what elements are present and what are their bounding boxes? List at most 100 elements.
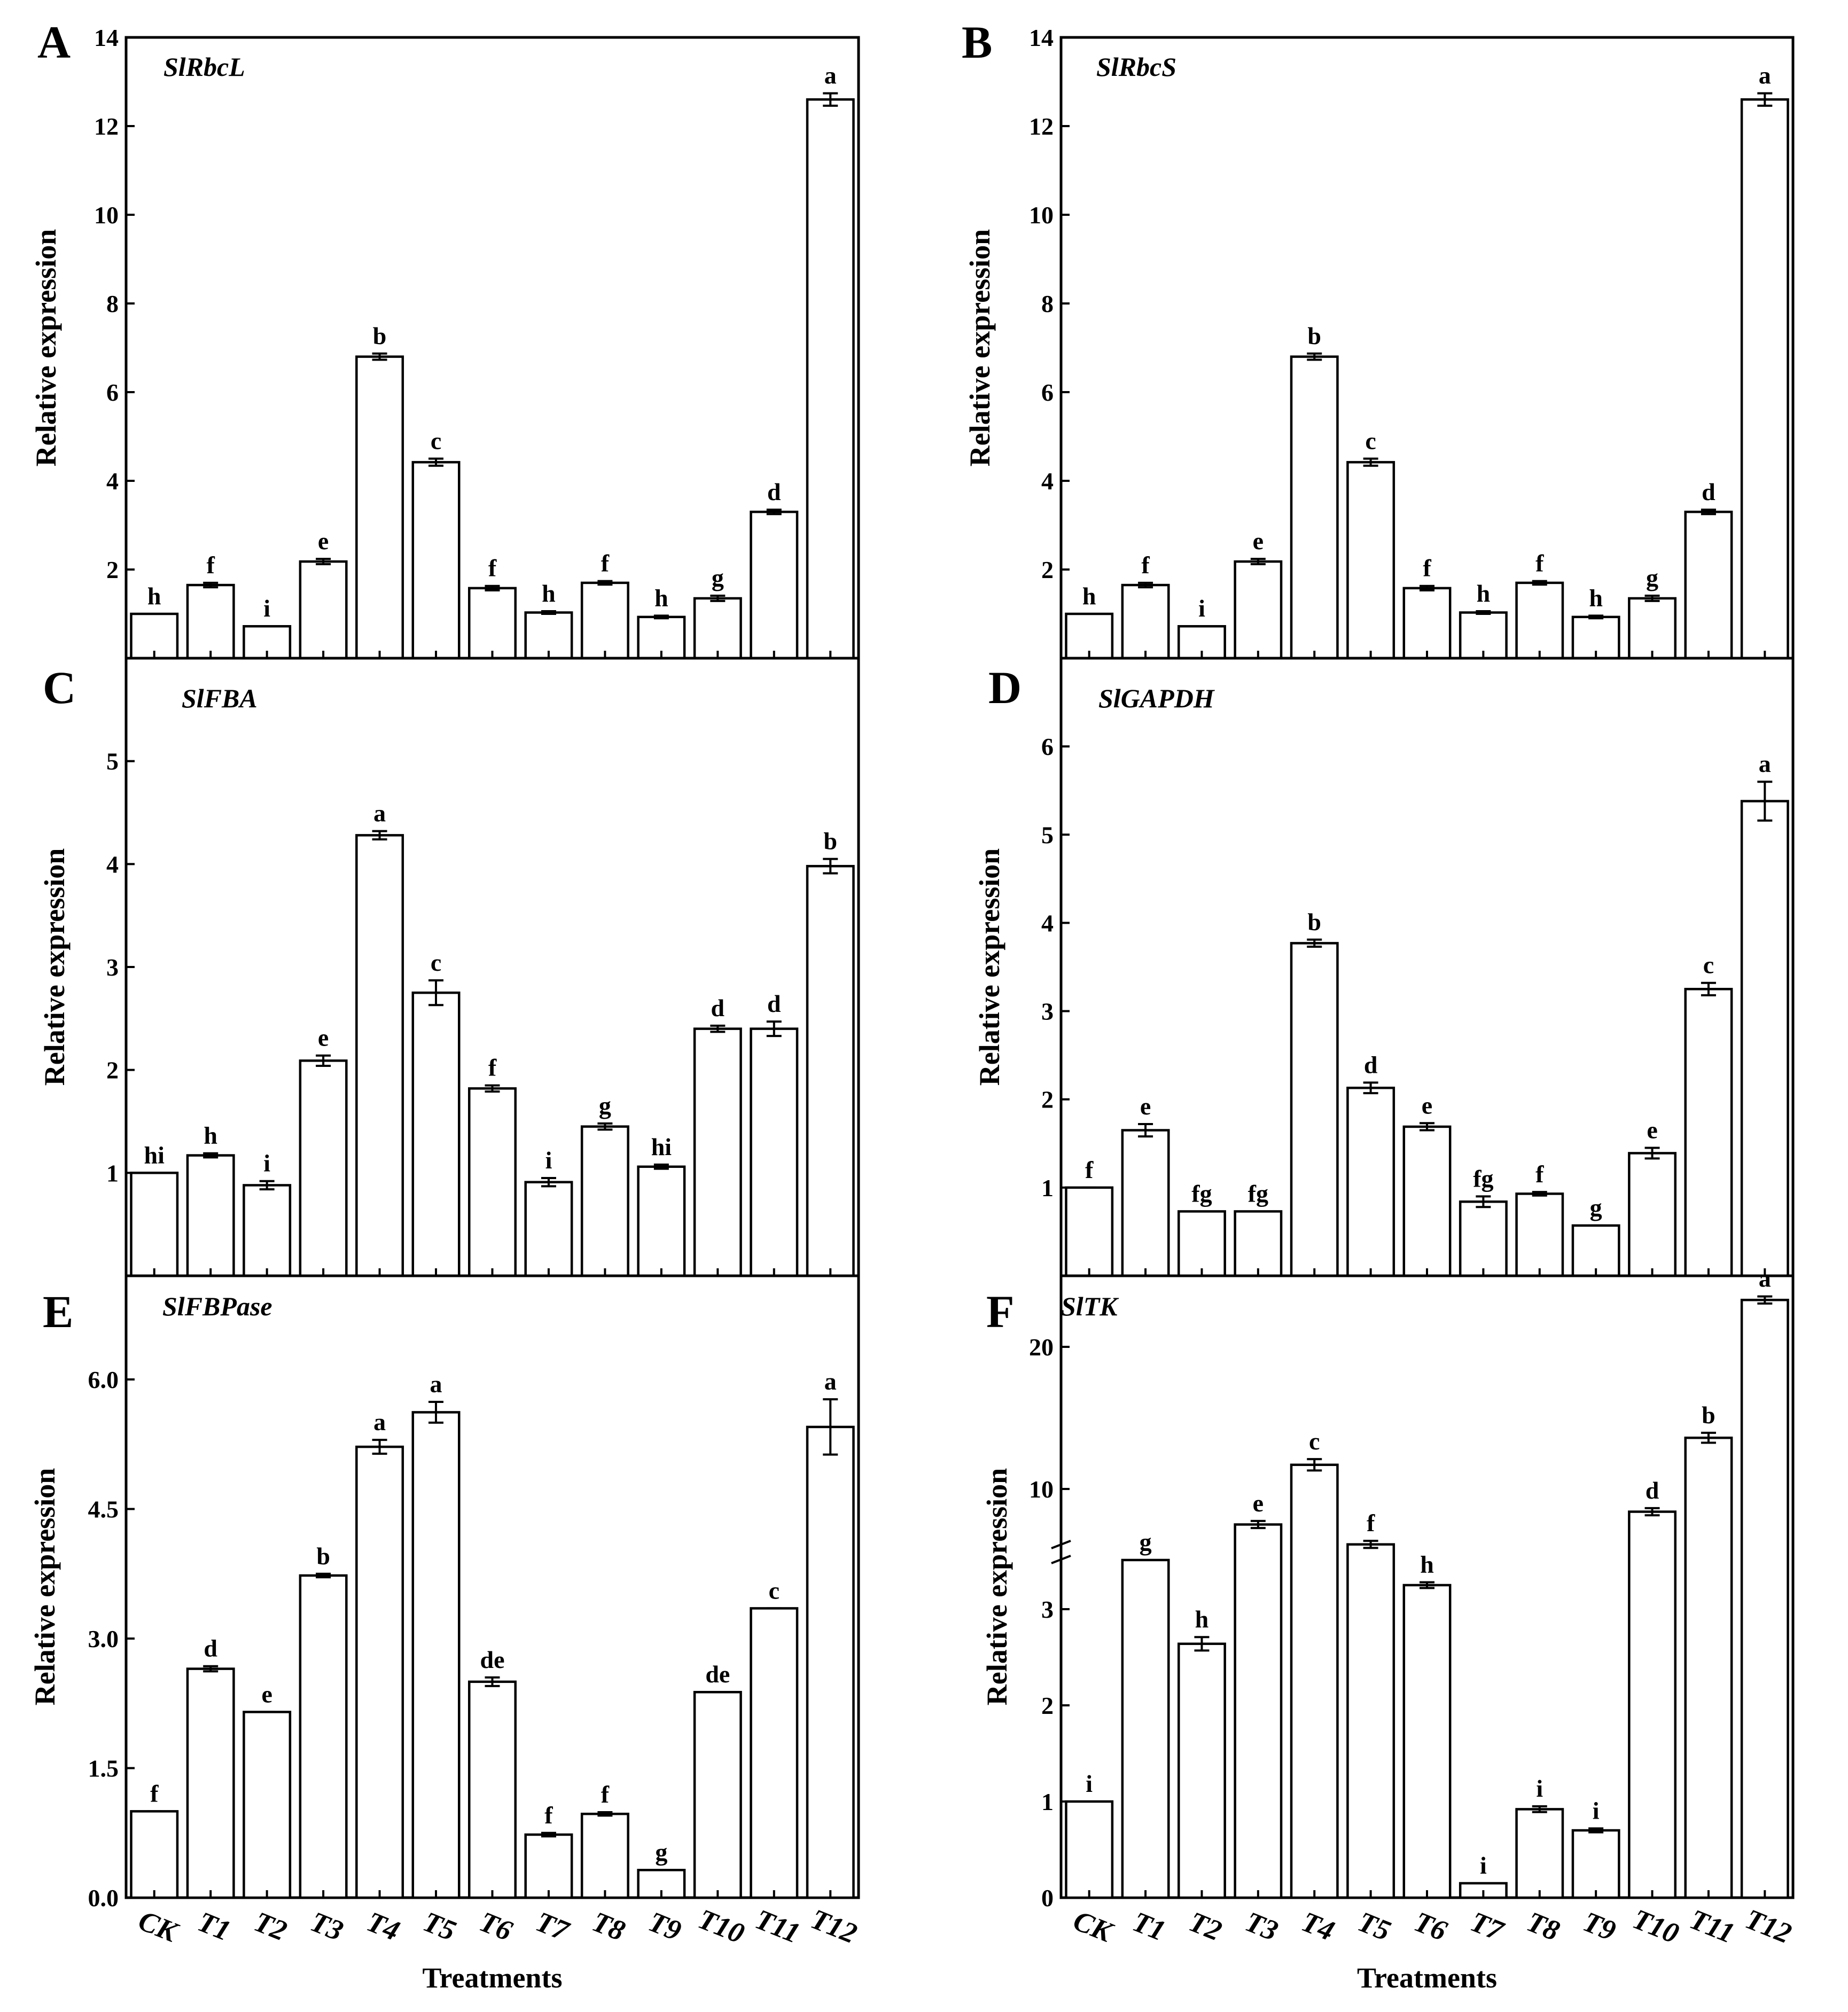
significance-label: h	[1195, 1605, 1209, 1633]
x-tick-label: T6	[1410, 1905, 1452, 1947]
y-tick-label: 8	[1041, 290, 1054, 317]
bar-t10	[693, 1027, 742, 1277]
bar-t12	[806, 864, 855, 1277]
y-axis-label: Relative expression	[964, 229, 996, 466]
y-tick-label: 4	[106, 467, 119, 495]
bar-t11	[750, 1607, 799, 1899]
y-tick-label: 10	[1029, 1476, 1054, 1503]
significance-label: d	[1364, 1051, 1378, 1078]
y-tick-label: 1.5	[88, 1755, 119, 1782]
x-tick-label: T4	[362, 1905, 404, 1947]
panel-letter: B	[962, 17, 992, 68]
bar-t8	[580, 581, 629, 660]
significance-label: h	[204, 1122, 217, 1149]
y-tick-label: 3.0	[88, 1625, 119, 1652]
significance-label: hi	[651, 1133, 672, 1160]
y-tick-label: 20	[1029, 1333, 1054, 1361]
x-tick-label: T7	[532, 1905, 574, 1947]
y-tick-label: 6	[106, 379, 119, 406]
x-tick-label: T12	[806, 1902, 861, 1949]
y-tick-label: 4	[1041, 909, 1054, 937]
bar-t4	[1290, 355, 1339, 660]
significance-label: c	[1703, 952, 1714, 979]
y-tick-label: 1	[1041, 1788, 1054, 1815]
y-tick-label: 14	[94, 24, 119, 51]
bar-t6	[1402, 587, 1452, 660]
significance-label: f	[207, 551, 215, 579]
x-tick-label: T4	[1297, 1905, 1339, 1947]
x-tick-label: T6	[475, 1905, 517, 1947]
panel-f: F SlTK 0 1 2 3 10 20 Relative expression i CK g T1 h T…	[981, 1265, 1796, 1994]
significance-label: b	[1307, 908, 1321, 935]
x-tick-label: CK	[134, 1904, 184, 1949]
bar-t2	[243, 1184, 292, 1277]
bar-ck	[1065, 1800, 1114, 1899]
x-tick-label: T3	[1241, 1905, 1283, 1947]
y-tick-label: 12	[94, 113, 119, 140]
x-tick-label: T2	[1184, 1905, 1226, 1947]
significance-label: g	[1590, 1194, 1602, 1221]
significance-label: d	[1702, 478, 1716, 505]
y-tick-label: 6	[1041, 379, 1054, 406]
gene-title: SlRbcL	[163, 52, 245, 82]
bar-t4	[355, 355, 404, 660]
bar-t5	[1346, 1543, 1395, 1899]
x-tick-label: T11	[751, 1903, 804, 1949]
significance-label: i	[1593, 1797, 1600, 1824]
bar-t7	[1459, 1200, 1508, 1277]
significance-label: g	[1140, 1529, 1152, 1556]
bar-t1	[186, 583, 235, 660]
significance-label: e	[1140, 1093, 1151, 1120]
significance-label: a	[824, 62, 837, 89]
bar-t9	[1571, 1224, 1620, 1277]
bar-ck	[130, 1172, 179, 1277]
significance-label: c	[1309, 1428, 1320, 1455]
significance-label: f	[488, 1054, 497, 1081]
y-tick-label: 2	[1041, 1692, 1054, 1719]
bar-t5	[411, 1411, 461, 1899]
bar-t10	[693, 1690, 742, 1899]
bar-t6	[468, 587, 517, 660]
gene-title: SlGAPDH	[1098, 683, 1215, 713]
y-axis-label: Relative expression	[981, 1468, 1013, 1705]
significance-label: d	[1646, 1477, 1659, 1504]
significance-label: a	[1759, 1265, 1771, 1292]
significance-label: f	[1367, 1509, 1375, 1537]
significance-label: a	[824, 1368, 837, 1395]
panel-letter: A	[37, 17, 71, 68]
bar-t6	[468, 1087, 517, 1277]
bar-t3	[299, 1574, 348, 1899]
bar-t2	[243, 1711, 292, 1899]
significance-label: e	[318, 527, 329, 555]
x-tick-label: T9	[644, 1905, 686, 1947]
significance-label: b	[1307, 322, 1321, 349]
bar-t8	[1515, 1192, 1564, 1277]
bar-t4	[355, 1445, 404, 1899]
y-tick-label: 4	[106, 851, 119, 878]
bar-t1	[1121, 1129, 1170, 1277]
significance-label: f	[150, 1780, 159, 1807]
panel-letter: F	[986, 1286, 1015, 1337]
bar-t5	[1346, 1086, 1395, 1277]
significance-label: i	[1536, 1775, 1543, 1802]
significance-label: a	[430, 1370, 442, 1398]
x-tick-label: T1	[1128, 1905, 1170, 1947]
significance-label: i	[1480, 1852, 1487, 1879]
bar-t4	[1290, 942, 1339, 1277]
significance-label: de	[480, 1646, 505, 1673]
significance-label: d	[711, 994, 725, 1021]
y-tick-label: 1	[1041, 1174, 1054, 1202]
bar-t6	[1402, 1584, 1452, 1899]
y-tick-label: 8	[106, 290, 119, 317]
x-tick-label: T9	[1579, 1905, 1620, 1947]
axis-break-mark	[1051, 1555, 1071, 1564]
gene-title: SlFBPase	[162, 1291, 272, 1321]
significance-label: fg	[1473, 1165, 1493, 1192]
y-axis-label: Relative expression	[30, 229, 62, 466]
bar-t11	[1684, 510, 1733, 660]
x-tick-label: T10	[1628, 1902, 1683, 1949]
bar-t8	[1515, 1808, 1564, 1899]
bar-t7	[524, 1833, 573, 1899]
bar-t7	[524, 1181, 573, 1277]
